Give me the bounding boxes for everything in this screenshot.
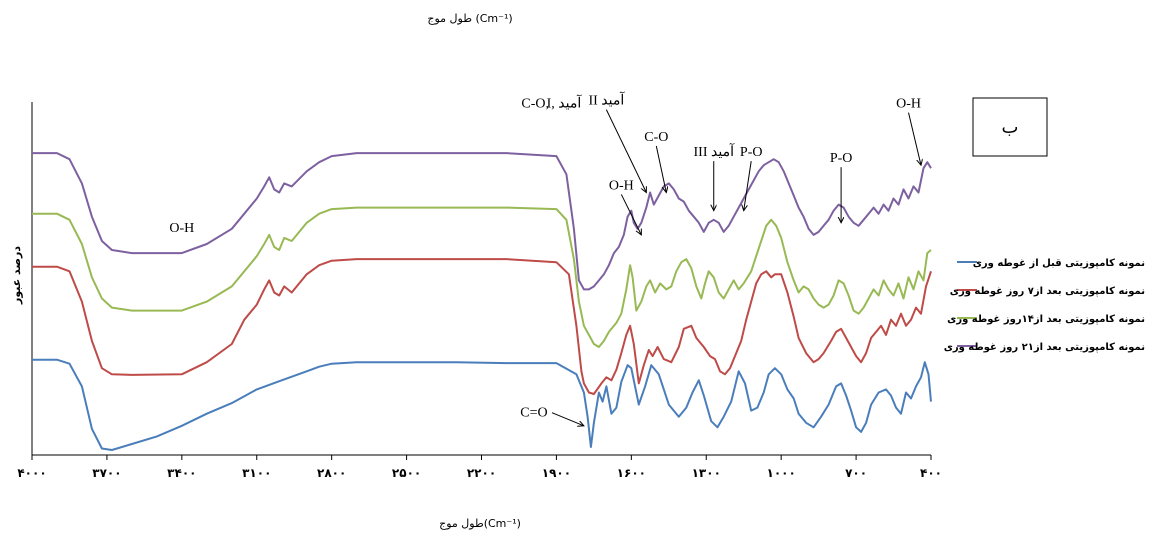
x-tick-label: ۲۸۰۰ — [317, 466, 346, 480]
annotation-arrow — [908, 112, 921, 166]
series-line-1 — [32, 358, 932, 451]
x-ticks: ۴۰۰۰ ۳۷۰۰ ۳۴۰۰ ۳۱۰۰ ۲۸۰۰ ۲۵۰۰ ۲۲۰۰ ۱۹۰۰ ۱۶۰۰ ۱۳۰۰… — [17, 455, 942, 480]
annotation-label: C-O, — [521, 97, 549, 112]
x-tick-label: ۴۰۰ — [920, 466, 942, 480]
legend: نمونه کامپوزیتی قبل از غوطه وری نمونه کام… — [944, 258, 1145, 353]
annotation-label: P-O — [740, 145, 763, 160]
annotation-label: P-O — [830, 151, 853, 166]
annotation-label: II آمید — [588, 91, 625, 109]
annotation-label: O-H — [609, 178, 634, 193]
top-caption: طول موج (Cm⁻¹) — [427, 12, 512, 25]
legend-label-4: نمونه کامپوزیتی بعد از۲۱ روز غوطه وری — [944, 342, 1145, 353]
series-lines — [32, 152, 932, 451]
x-tick-label: ۴۰۰۰ — [17, 466, 46, 480]
legend-label-2: نمونه کامپوزیتی بعد از۷ روز غوطه وری — [950, 286, 1145, 297]
annotation-label: C=O — [520, 406, 547, 421]
annotation-label: I, آمید — [547, 94, 583, 112]
legend-label-1: نمونه کامپوزیتی قبل از غوطه وری — [973, 258, 1145, 269]
y-axis-label: درصد عبور — [10, 246, 23, 305]
annotation-arrow — [620, 194, 641, 234]
x-tick-label: ۲۵۰۰ — [392, 466, 421, 480]
annotation-label: O-H — [896, 97, 921, 112]
series-line-4 — [32, 152, 932, 291]
annotation-arrow — [551, 412, 584, 426]
annotation-label: III آمید — [694, 142, 736, 160]
annotation-label: C-O — [644, 130, 668, 145]
series-line-2 — [32, 258, 932, 395]
x-tick-label: ۲۲۰۰ — [467, 466, 496, 480]
x-tick-label: ۳۷۰۰ — [92, 466, 121, 480]
x-tick-label: ۱۶۰۰ — [617, 466, 646, 480]
annotation-arrow — [605, 109, 646, 193]
x-tick-label: ۷۰۰ — [845, 466, 867, 480]
panel-label: ب — [1002, 117, 1019, 138]
x-tick-label: ۱۰۰۰ — [767, 466, 796, 480]
x-tick-label: ۳۴۰۰ — [167, 466, 196, 480]
series-line-3 — [32, 206, 932, 348]
legend-label-3: نمونه کامپوزیتی بعد از۱۴روز غوطه وری — [947, 314, 1145, 325]
x-axis-label: طول موج(Cm⁻¹) — [439, 517, 521, 530]
x-tick-label: ۳۱۰۰ — [242, 466, 271, 480]
annotation-arrow — [655, 145, 666, 193]
x-tick-label: ۱۳۰۰ — [692, 466, 721, 480]
annotation-arrow — [744, 161, 752, 211]
annotation-label: O-H — [169, 221, 194, 236]
panel-label-box — [972, 97, 1048, 157]
peak-annotations: O-H C-O,I, آمید II آمید C-O O-H III آمید P-O P-… — [169, 91, 921, 426]
x-tick-label: ۱۹۰۰ — [542, 466, 571, 480]
